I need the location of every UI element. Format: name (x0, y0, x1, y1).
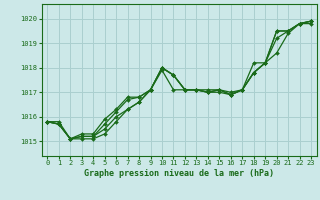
X-axis label: Graphe pression niveau de la mer (hPa): Graphe pression niveau de la mer (hPa) (84, 169, 274, 178)
